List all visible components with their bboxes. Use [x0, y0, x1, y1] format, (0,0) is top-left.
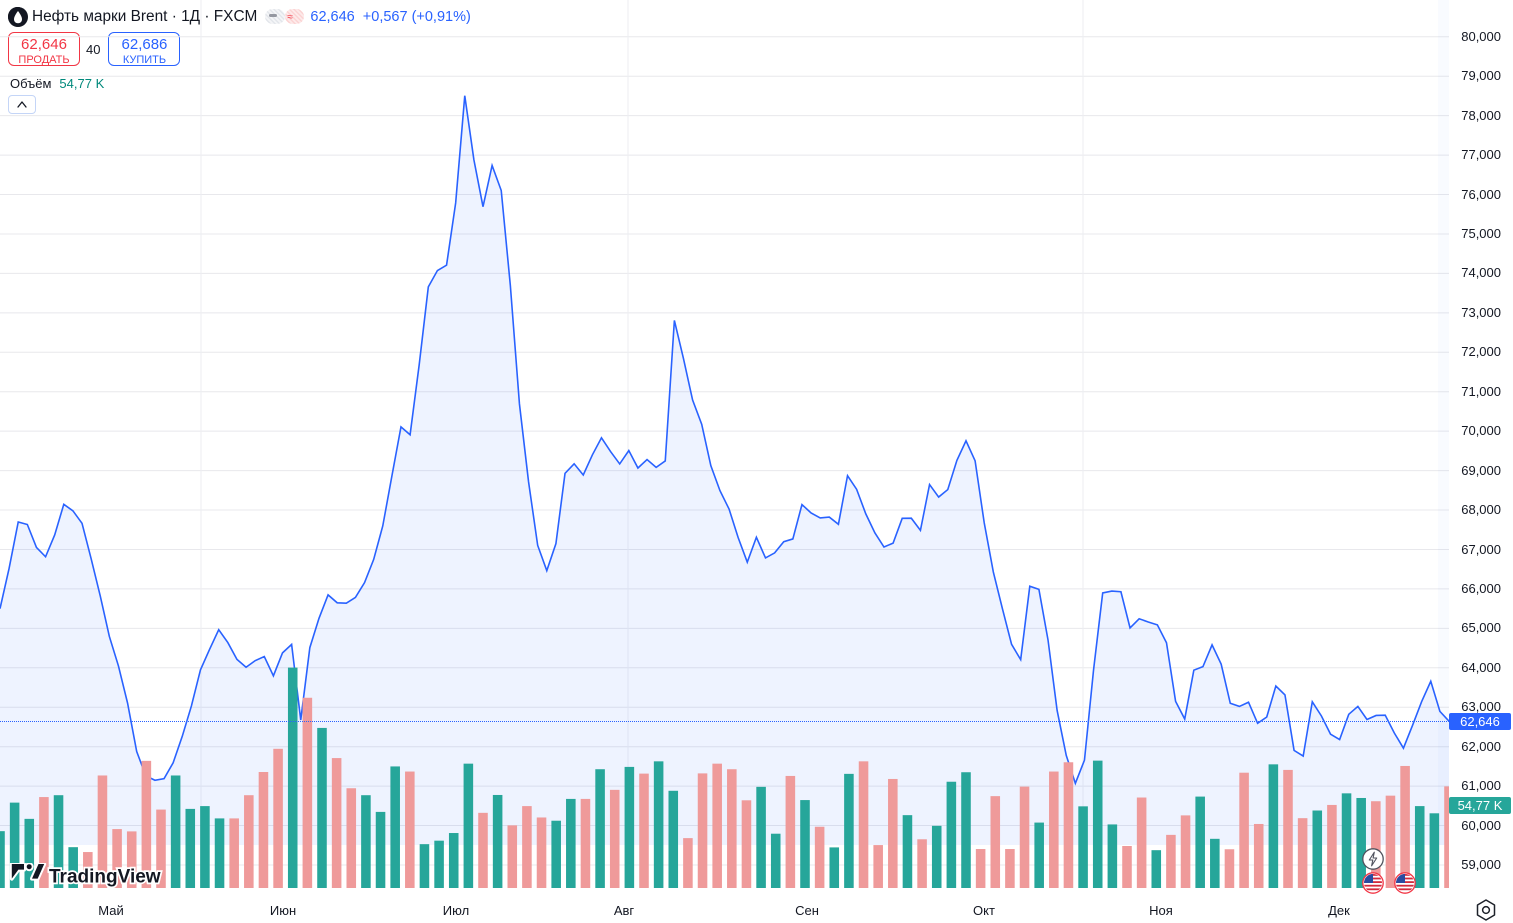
svg-text:TradingView: TradingView	[49, 866, 161, 887]
